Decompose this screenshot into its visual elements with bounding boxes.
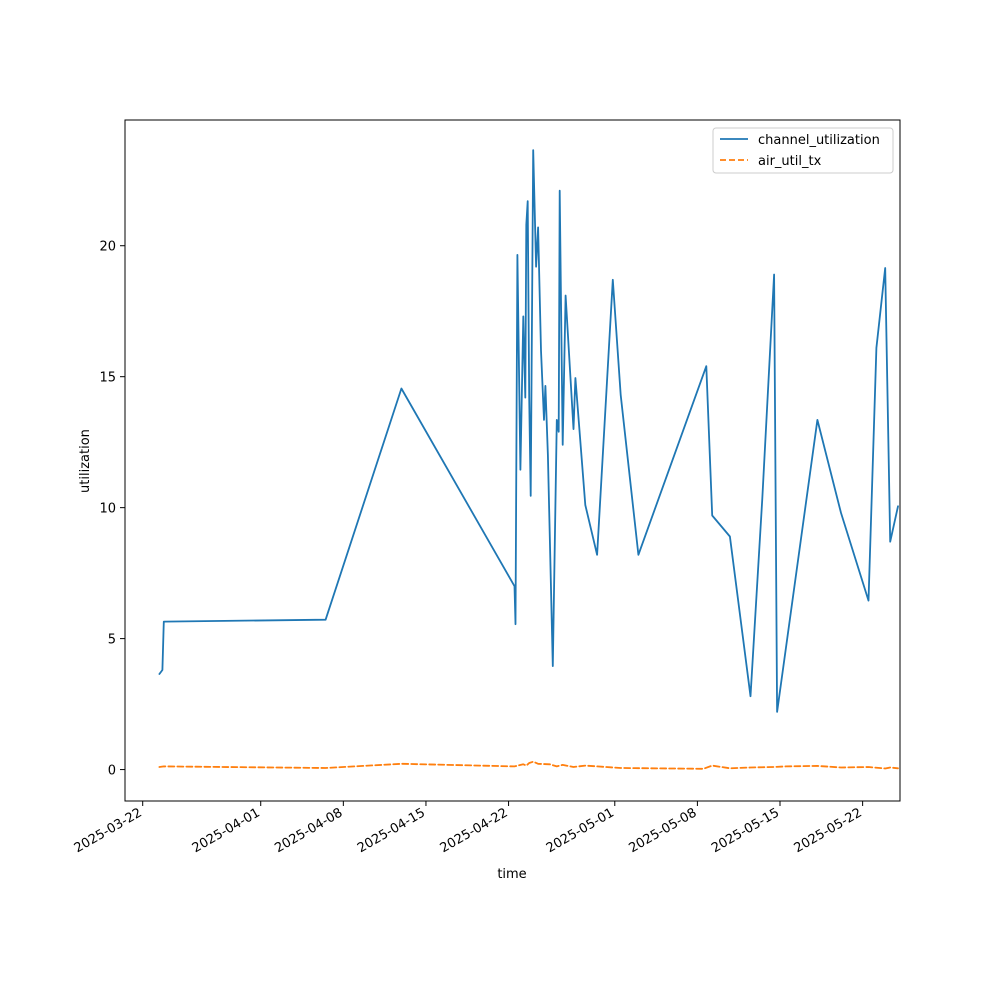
y-tick-label: 10 [99,502,116,517]
legend-label-channel-utilization: channel_utilization [758,133,880,148]
y-tick-label: 5 [108,633,116,648]
y-tick-label: 15 [99,371,116,386]
plot-area-frame [124,119,901,802]
y-tick-label: 20 [99,240,116,255]
y-axis-label: utilization [78,429,93,493]
y-tick-label: 0 [108,764,116,779]
series-line-air-util-tx [158,760,899,770]
y-axis: 0 5 10 15 20 [99,240,125,779]
legend-box [712,127,894,174]
legend: channel_utilization air_util_tx [712,127,894,174]
series-line-channel-utilization [158,149,899,713]
x-axis-label: time [497,867,526,882]
legend-label-air-util-tx: air_util_tx [758,154,822,169]
